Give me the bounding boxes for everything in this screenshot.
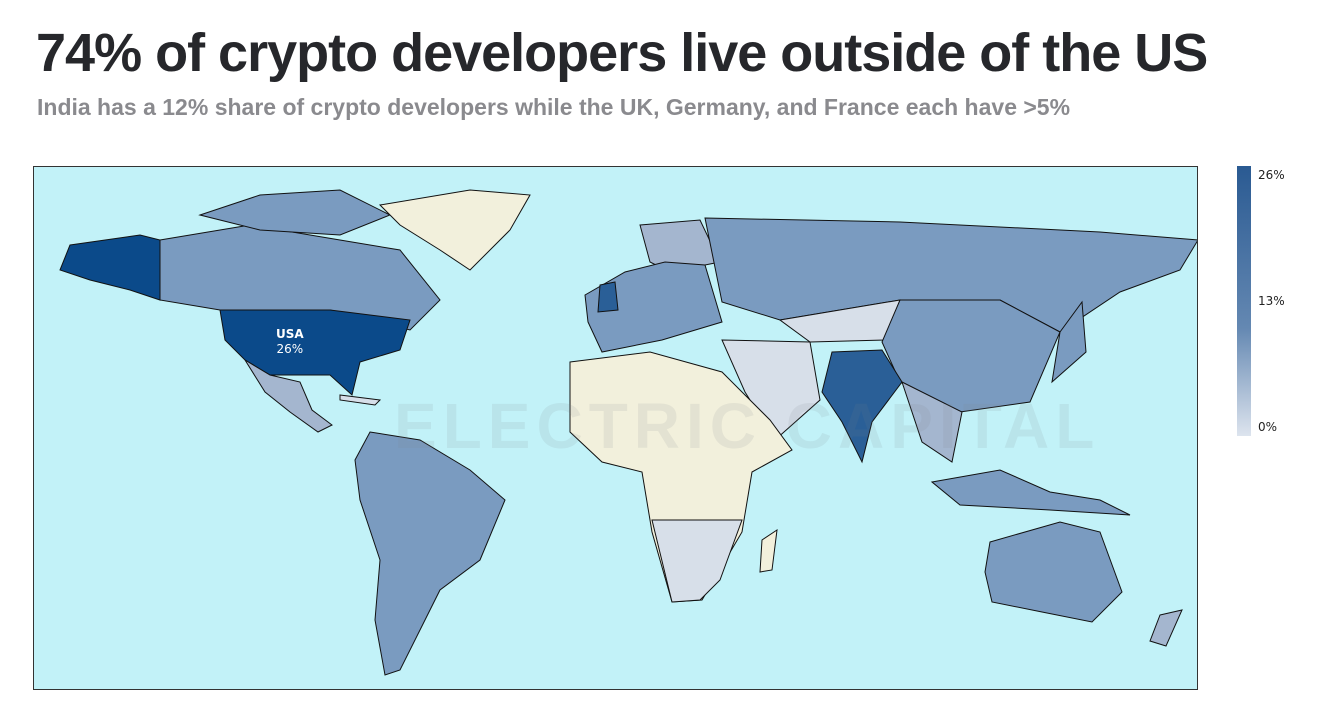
russia [704, 217, 1197, 333]
japan [1051, 300, 1087, 384]
cuba [339, 394, 382, 406]
indonesia [930, 469, 1131, 516]
watermark: ELECTRIC CAPITAL [394, 390, 1101, 462]
australia [984, 521, 1123, 623]
world-map: ELECTRIC CAPITAL USA 26% [33, 166, 1198, 690]
uk [597, 281, 619, 313]
greenland [378, 189, 531, 271]
alaska [59, 234, 161, 301]
color-legend-bar [1237, 166, 1251, 436]
southern-africa [651, 519, 743, 603]
southeast-asia [901, 381, 963, 463]
legend-tick-mid: 13% [1258, 294, 1285, 308]
page-title: 74% of crypto developers live outside of… [36, 23, 1208, 83]
usa-annotation: USA 26% [276, 327, 304, 357]
china [881, 299, 1061, 413]
legend-tick-max: 26% [1258, 168, 1285, 182]
madagascar [759, 528, 778, 573]
legend-tick-min: 0% [1258, 420, 1278, 434]
usa-label: USA [276, 327, 304, 341]
usa-value: 26% [276, 342, 304, 356]
usa [219, 309, 411, 396]
new-zealand [1149, 609, 1183, 647]
india [821, 349, 903, 464]
south-america [354, 431, 506, 676]
page-subtitle: India has a 12% share of crypto develope… [37, 94, 1071, 120]
middle-east [721, 339, 821, 441]
mexico [244, 359, 333, 433]
map-shapes [59, 189, 1197, 676]
europe [584, 261, 723, 353]
